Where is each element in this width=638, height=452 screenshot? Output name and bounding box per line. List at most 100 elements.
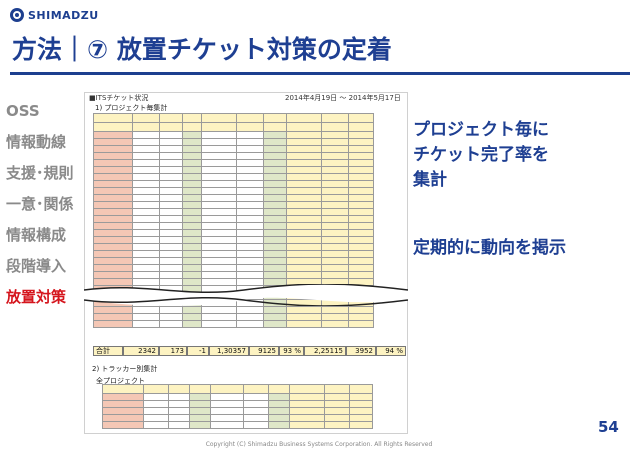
table-cell [286,145,322,153]
table-cell [132,257,160,265]
table-cell [132,306,160,314]
table-cell [243,407,269,415]
table-cell [321,113,349,123]
message-line: 定期的に動向を掲示 [413,238,566,258]
table-cell [182,243,202,251]
table-row [93,131,374,139]
table-cell [236,122,264,132]
total-cell: 93 % [279,346,304,356]
table-cell [132,222,160,230]
table-row [93,194,374,202]
total-cell: 2342 [123,346,159,356]
table-cell [348,122,374,132]
total-cell: 2,25115 [304,346,346,356]
table-cell [286,313,322,321]
table-cell [348,145,374,153]
table-cell [201,208,237,216]
table-cell [143,393,169,401]
table-cell [102,421,144,429]
table-cell [182,306,202,314]
table-cell [132,145,160,153]
table-cell [182,152,202,160]
sidebar-item-support-rules: 支援･規則 [6,164,74,182]
table-cell [159,222,183,230]
table-cell [348,113,374,123]
table-cell [182,131,202,139]
table-cell [159,187,183,195]
table-cell [268,407,290,415]
table-cell [263,131,287,139]
sheet-section-project: 1) プロジェクト毎集計 [95,104,168,112]
table-cell [286,194,322,202]
table-cell [210,384,244,394]
logo-mark-icon [10,8,24,22]
table-row [93,145,374,153]
table-cell [324,393,350,401]
table-cell [268,384,290,394]
table-cell [143,414,169,422]
table-cell [348,166,374,174]
message-line: プロジェクト毎に [413,120,549,140]
table-cell [263,222,287,230]
table-cell [321,138,349,146]
table-cell [289,393,325,401]
table-cell [93,236,133,244]
table-cell [159,138,183,146]
table-cell [182,250,202,258]
table-cell [159,264,183,272]
table-cell [102,384,144,394]
table-cell [182,229,202,237]
table-cell [289,414,325,422]
table-cell [159,122,183,132]
table-row [93,250,374,258]
table-cell [182,313,202,321]
sidebar-item-oss: OSS [6,102,40,120]
sidebar-item-info-structure: 情報構成 [6,226,67,244]
table-row [93,215,374,223]
table-cell [263,138,287,146]
message-block-1: プロジェクト毎に チケット完了率を 集計 [413,118,549,193]
sheet-section-all-projects: 全プロジェクト [96,377,145,385]
table-cell [349,400,373,408]
message-line: チケット完了率を [413,145,549,165]
table-cell [321,271,349,279]
table-cell [348,271,374,279]
table-cell [132,173,160,181]
table-cell [236,250,264,258]
total-cell: 173 [159,346,187,356]
table-row [93,166,374,174]
table-cell [182,215,202,223]
total-row: 合計 2342 173 -1 1,30357 9125 93 % 2,25115… [93,346,406,356]
table-cell [321,152,349,160]
table-cell [132,313,160,321]
table-row [93,187,374,195]
table-row [102,414,373,422]
table-cell [286,166,322,174]
table-cell [132,187,160,195]
table-cell [93,180,133,188]
table-cell [159,159,183,167]
table-cell [236,313,264,321]
slide-title: 方法｜⑦ 放置チケット対策の定着 [12,35,392,64]
table-cell [93,166,133,174]
table-row [102,400,373,408]
table-cell [263,264,287,272]
table-cell [210,400,244,408]
table-cell [236,320,264,328]
table-cell [201,306,237,314]
table-cell [182,257,202,265]
table-cell [132,229,160,237]
table-cell [263,271,287,279]
table-cell [348,215,374,223]
table-cell [236,173,264,181]
table-cell [268,421,290,429]
table-row [93,152,374,160]
table-cell [286,187,322,195]
table-cell [321,306,349,314]
table-cell [348,159,374,167]
table-cell [132,215,160,223]
table-cell [102,414,144,422]
table-cell [93,187,133,195]
sidebar-item-neglect-measures: 放置対策 [6,288,67,306]
table-cell [132,320,160,328]
